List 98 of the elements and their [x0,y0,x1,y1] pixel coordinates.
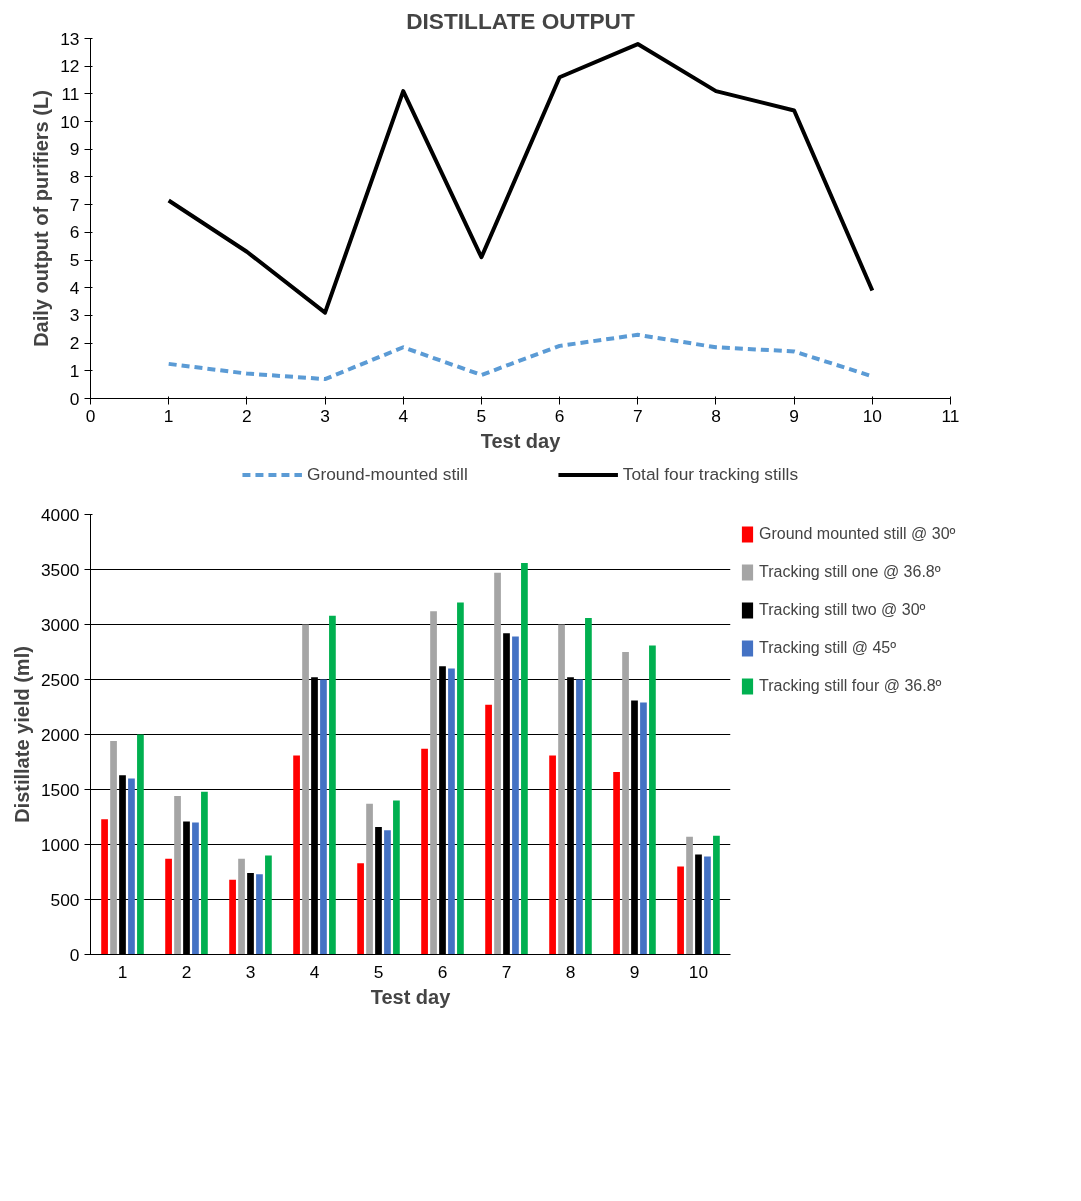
y-tick-label: 11 [61,83,80,104]
x-tick-label: 8 [565,961,576,982]
y-tick-label: 12 [60,56,80,77]
x-tick-label: 3 [245,961,256,982]
bar [686,836,693,955]
legend-label: Tracking still one @ 36.8º [759,563,941,581]
legend-label: Total four tracking stills [622,463,799,485]
bar [613,771,620,955]
bar [293,755,300,955]
bar [585,617,592,955]
y-tick-label: 6 [69,222,80,243]
x-tick-label: 6 [554,405,565,426]
bar [576,679,583,955]
bar [549,755,556,955]
y-tick-label: 500 [50,889,80,910]
x-tick-label: 4 [309,961,320,982]
x-axis-title: Test day [480,429,562,452]
x-tick-label: 5 [476,405,487,426]
x-tick-label: 9 [789,405,799,426]
y-tick-label: 9 [69,139,80,160]
bar [165,858,172,955]
bar [485,704,492,955]
bar [256,874,263,955]
x-tick-label: 11 [941,405,960,426]
y-tick-label: 4 [69,277,80,298]
bar [137,734,144,955]
bar [128,778,135,955]
bar [320,679,327,955]
bar [329,615,336,955]
bar [101,819,108,955]
x-tick-label: 10 [688,961,709,982]
line-series [166,42,875,315]
y-tick-label: 2000 [40,724,80,745]
bar [713,835,720,955]
x-tick-label: 4 [398,405,409,426]
y-tick-label: 0 [69,944,80,965]
x-tick-label: 7 [632,405,643,426]
y-tick-label: 1 [69,360,80,381]
legend-label: Ground mounted still @ 30º [759,525,956,543]
bar [238,858,245,955]
bar [494,572,501,955]
y-tick-label: 3500 [40,559,80,580]
bar [110,741,117,955]
x-tick-label: 1 [117,961,128,982]
bar [265,855,272,955]
bar [704,856,711,955]
y-axis-title: Distillate yield (ml) [10,646,33,823]
x-tick-label: 8 [711,405,721,426]
bar [366,803,373,955]
y-tick-label: 1000 [40,834,80,855]
x-tick-label: 5 [373,961,384,982]
bar [457,602,464,955]
bar [622,652,629,955]
x-tick-label: 7 [501,961,512,982]
bar [201,791,208,955]
bar [640,702,647,955]
y-tick-label: 3 [69,305,80,326]
y-tick-label: 2 [69,333,80,354]
x-tick-label: 9 [629,961,640,982]
y-tick-label: 7 [69,194,80,215]
x-tick-label: 2 [181,961,192,982]
y-tick-label: 5 [69,250,80,271]
bar [512,636,519,955]
x-tick-label: 3 [320,405,330,426]
legend-label: Ground-mounted still [306,463,468,485]
x-tick-label: 10 [862,405,882,426]
legend-label: Tracking still four @ 36.8º [759,677,942,695]
bar [677,866,684,955]
y-tick-label: 0 [69,388,80,409]
legend-label: Tracking still @ 45º [759,639,897,657]
legend-label: Tracking still two @ 30º [759,601,926,619]
bar [521,562,528,955]
y-tick-label: 2500 [40,669,80,690]
y-tick-label: 4000 [40,504,80,525]
x-axis-title: Test day [370,985,452,1008]
bar [174,796,181,955]
bar [357,863,364,955]
y-axis-title: Daily output of purifiers (L) [30,90,53,347]
y-tick-label: 10 [60,111,80,132]
bar [558,624,565,955]
bar [229,879,236,955]
bar [649,645,656,955]
x-tick-label: 6 [437,961,448,982]
x-tick-label: 1 [163,405,174,426]
bar [302,624,309,955]
x-tick-label: 0 [85,405,96,426]
x-tick-label: 2 [242,405,252,426]
y-tick-label: 13 [60,28,80,49]
bar [393,800,400,955]
bar [421,748,428,955]
bar [192,822,199,955]
chart-title: DISTILLATE OUTPUT [406,7,635,34]
bar [448,668,455,955]
bar [430,611,437,955]
y-tick-label: 8 [69,166,80,187]
y-tick-label: 1500 [40,779,80,800]
y-tick-label: 3000 [40,614,80,635]
bar [384,830,391,955]
